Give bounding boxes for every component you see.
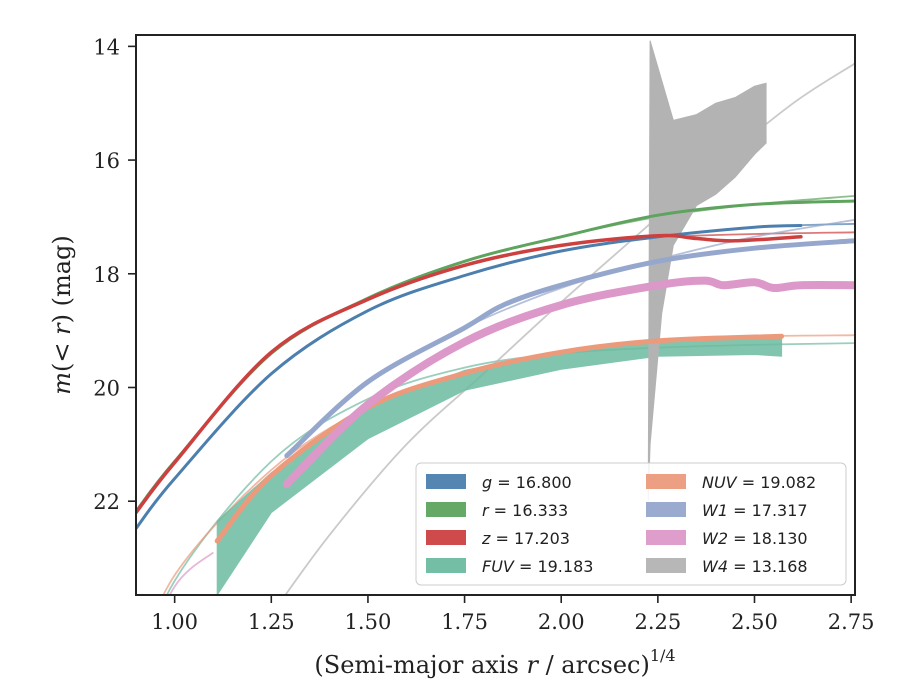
plot-frame bbox=[135, 34, 856, 596]
legend-label-w1: W1 = 17.317 bbox=[702, 501, 808, 520]
legend-label-z: z = 17.203 bbox=[481, 529, 570, 548]
legend-label-nuv: NUV = 19.082 bbox=[702, 473, 816, 492]
x-axis-label: (Semi-major axis r / arcsec)1/4 bbox=[314, 646, 675, 679]
legend-swatch-w1 bbox=[646, 502, 686, 517]
x-tick-label: 1.75 bbox=[441, 610, 488, 634]
legend-label-w2: W2 = 18.130 bbox=[702, 529, 808, 548]
legend-label-w4: W4 = 13.168 bbox=[702, 557, 808, 576]
legend-label-g: g = 16.800 bbox=[482, 473, 572, 492]
series-line-g bbox=[136, 224, 803, 530]
x-tick-label: 2.75 bbox=[828, 610, 875, 634]
legend-swatch-z bbox=[426, 530, 466, 545]
y-tick-label: 20 bbox=[93, 376, 120, 400]
x-tick-label: 2.00 bbox=[538, 610, 585, 634]
y-tick-label: 16 bbox=[93, 149, 120, 173]
x-tick-label: 2.25 bbox=[634, 610, 681, 634]
legend-swatch-fuv bbox=[426, 558, 466, 573]
legend-swatch-g bbox=[426, 474, 466, 489]
legend-swatch-nuv bbox=[646, 474, 686, 489]
legend: g = 16.800 r = 16.333 z = 17.203 FUV = 19.1… bbox=[415, 462, 847, 586]
series-line-w1 bbox=[284, 238, 855, 459]
x-tick-label: 2.50 bbox=[731, 610, 778, 634]
x-tick-label: 1.25 bbox=[248, 610, 295, 634]
series-line-w2 bbox=[282, 276, 855, 489]
fit-line-w2 bbox=[168, 551, 214, 595]
legend-box bbox=[415, 462, 847, 586]
y-tick-label: 18 bbox=[93, 263, 120, 287]
plot-area bbox=[136, 40, 855, 595]
band-w4 bbox=[647, 40, 767, 502]
y-tick-label: 22 bbox=[93, 490, 120, 514]
legend-swatch-w4 bbox=[646, 558, 686, 573]
legend-label-r: r = 16.333 bbox=[482, 501, 568, 520]
legend-swatch-r bbox=[426, 502, 466, 517]
legend-swatch-w2 bbox=[646, 530, 686, 545]
axis-ticks: 1.00 1.25 1.50 1.75 2.00 2.25 2.50 2.75 14 16 18 20… bbox=[93, 35, 874, 634]
y-tick-label: 14 bbox=[93, 35, 120, 59]
x-tick-label: 1.50 bbox=[345, 610, 392, 634]
series-line-z bbox=[136, 233, 803, 515]
y-axis-label: m(< r) (mag) bbox=[48, 235, 76, 395]
series-line-nuv bbox=[214, 333, 785, 544]
x-tick-label: 1.00 bbox=[151, 610, 198, 634]
axes-box bbox=[135, 34, 856, 596]
legend-label-fuv: FUV = 19.183 bbox=[482, 557, 593, 576]
